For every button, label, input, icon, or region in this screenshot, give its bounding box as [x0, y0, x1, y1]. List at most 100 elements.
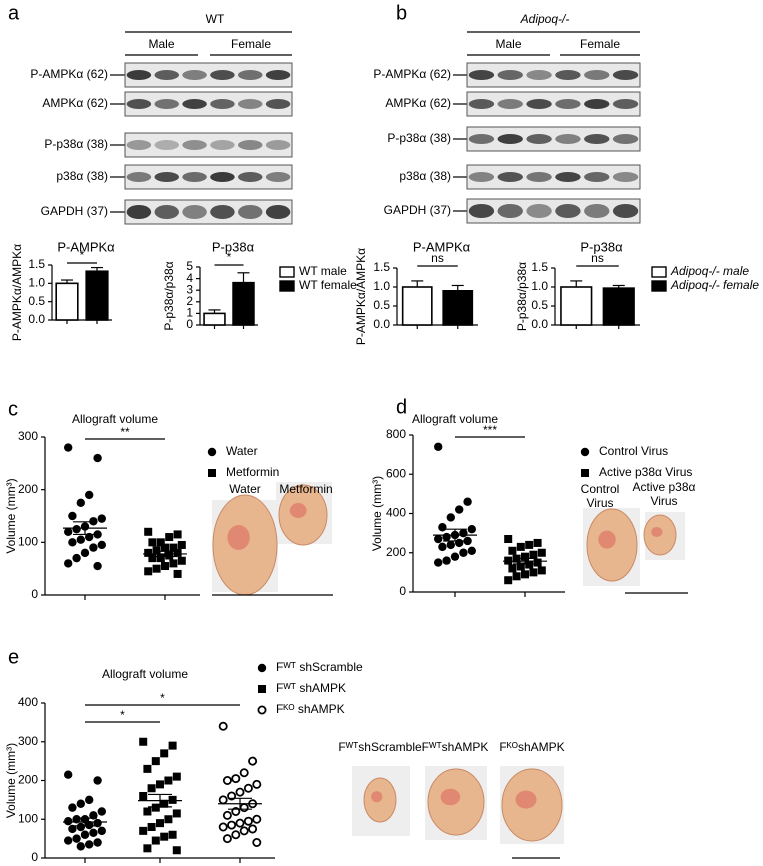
- y-tick-label: 5: [186, 259, 193, 273]
- legend-label: Adipoq-/- female: [670, 278, 759, 292]
- blot-group-title: WT: [206, 12, 225, 26]
- tumor-highlight: [651, 527, 663, 537]
- data-point: [504, 535, 513, 544]
- bar: [232, 281, 255, 326]
- blot-band: [584, 99, 610, 109]
- data-point: [442, 556, 451, 565]
- blot-band: [210, 140, 235, 150]
- y-tick-label: 0.5: [28, 294, 45, 308]
- data-point: [143, 807, 152, 816]
- data-point: [218, 822, 228, 832]
- data-point: [76, 822, 86, 832]
- y-tick-label: 0.5: [531, 298, 548, 312]
- blot-row-label: GAPDH (37): [384, 203, 451, 217]
- blot-strip: [466, 164, 641, 190]
- data-point: [248, 824, 258, 834]
- blot-band: [612, 204, 639, 218]
- data-point: [143, 844, 152, 853]
- photo-label: Water: [229, 482, 261, 496]
- photo-label: Control: [581, 482, 620, 496]
- data-point: [97, 514, 107, 523]
- y-tick-label: 1.5: [373, 260, 390, 274]
- tumor-photo: [643, 514, 677, 556]
- blot-band: [182, 70, 207, 80]
- blot-band: [526, 204, 552, 218]
- data-point: [533, 538, 542, 547]
- data-point: [85, 490, 94, 500]
- blot-row-label: P-p38α (38): [387, 131, 451, 145]
- data-point: [512, 572, 521, 581]
- data-point: [144, 567, 153, 576]
- data-point: [243, 816, 253, 826]
- data-point: [537, 548, 546, 557]
- data-point: [463, 536, 472, 546]
- tumor-photo: [586, 508, 638, 582]
- y-tick-label: 300: [18, 734, 38, 748]
- data-point: [222, 776, 232, 786]
- data-point: [504, 576, 513, 585]
- legend-marker: [258, 685, 266, 693]
- legend-swatch: [279, 280, 295, 292]
- blot-band: [584, 204, 610, 218]
- y-tick-label: 2: [186, 294, 193, 308]
- data-point: [252, 779, 262, 789]
- blot-band: [497, 70, 523, 80]
- data-point: [151, 757, 160, 766]
- blot-band: [265, 205, 291, 219]
- blot-band: [526, 134, 552, 144]
- data-point: [222, 810, 232, 820]
- photo-label: Virus: [586, 496, 613, 510]
- y-axis-label: Volume (mm³): [4, 743, 18, 818]
- data-point: [68, 511, 77, 521]
- data-point: [252, 838, 262, 848]
- significance-label: *: [120, 708, 125, 722]
- blot-band: [238, 205, 263, 219]
- data-point: [144, 527, 153, 536]
- legend-label: Fᴷᴼ shAMPK: [276, 702, 345, 716]
- data-point: [177, 556, 186, 565]
- bar: [55, 282, 79, 321]
- data-point: [160, 749, 169, 758]
- y-tick-label: 0: [186, 317, 193, 331]
- data-point: [446, 513, 455, 522]
- data-point: [97, 826, 107, 836]
- y-tick-label: 200: [18, 773, 38, 787]
- legend-label: Fᵂᵀ shAMPK: [276, 681, 346, 695]
- y-tick-label: 400: [386, 506, 406, 520]
- data-point: [516, 542, 525, 551]
- bar: [85, 270, 109, 321]
- data-point: [68, 824, 77, 834]
- data-point: [463, 497, 472, 506]
- sex-label: Male: [495, 37, 521, 51]
- tumor-highlight: [289, 503, 307, 518]
- blot-band: [126, 99, 152, 109]
- chart-title: P-p38α: [212, 239, 255, 254]
- blot-strip: [124, 62, 293, 88]
- data-point: [164, 776, 173, 785]
- data-point: [529, 568, 538, 577]
- blot-strip: [124, 164, 293, 190]
- data-point: [89, 811, 98, 820]
- panel-label: c: [8, 398, 18, 420]
- data-point: [148, 538, 157, 547]
- blot-row-label: p38α (38): [56, 169, 108, 183]
- legend-marker: [581, 469, 589, 477]
- tumor-highlight: [440, 788, 461, 806]
- data-point: [89, 828, 98, 838]
- significance-label: *: [80, 248, 85, 262]
- bar: [203, 312, 226, 326]
- data-point: [151, 836, 160, 845]
- data-point: [68, 538, 77, 547]
- data-point: [169, 543, 178, 552]
- blot-strip: [124, 199, 293, 225]
- data-point: [93, 776, 102, 785]
- legend-marker: [208, 469, 216, 477]
- data-point: [525, 540, 534, 549]
- data-point: [63, 836, 73, 845]
- chart-title: Allograft volume: [412, 412, 498, 426]
- legend-marker: [207, 447, 217, 457]
- blot-band: [126, 140, 152, 150]
- blot-band: [555, 99, 581, 109]
